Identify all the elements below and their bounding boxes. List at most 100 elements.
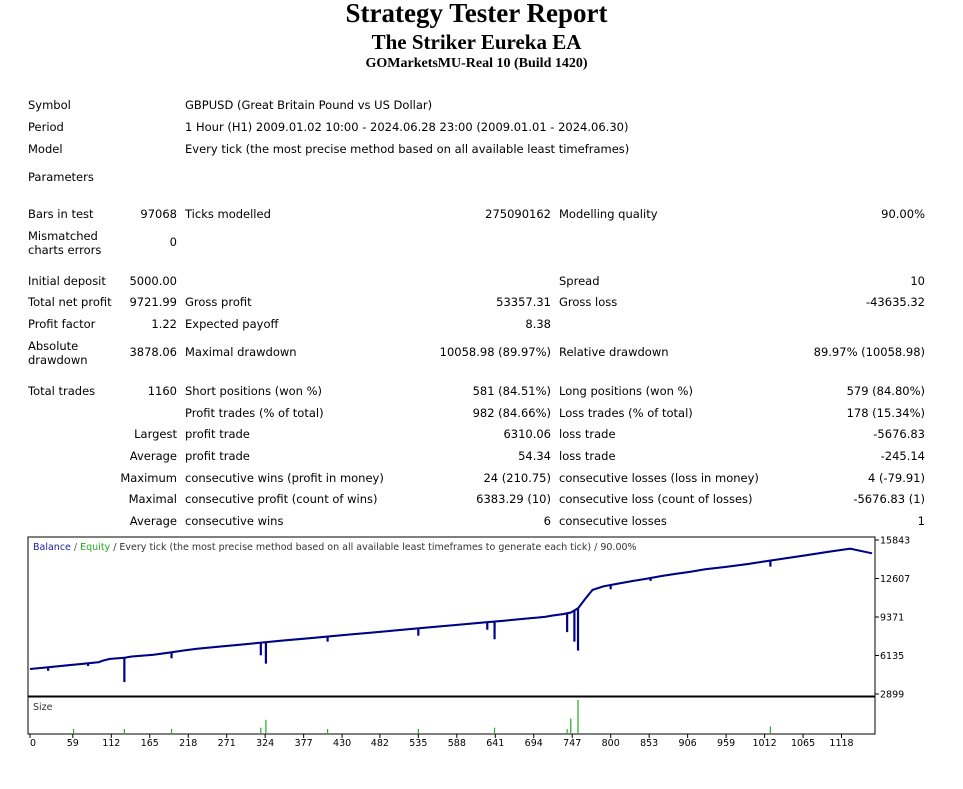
profit-trades-label: Profit trades (% of total)	[185, 406, 324, 420]
absolute-drawdown-value: 3878.06	[129, 345, 177, 359]
balance-line	[29, 547, 873, 670]
x-tick-label: 324	[256, 738, 274, 749]
ea-name: The Striker Eureka EA	[371, 30, 582, 54]
short-positions-value: 581 (84.51%)	[472, 384, 551, 398]
bars-label: Bars in test	[28, 207, 94, 221]
max-consecutive-losses-label: consecutive losses (loss in money)	[559, 471, 759, 485]
maximum-label: Maximum	[120, 471, 177, 485]
size-chart-frame	[27, 696, 876, 735]
x-tick-label: 959	[717, 738, 735, 749]
mismatch-label: Mismatched charts errors	[28, 229, 102, 257]
largest-loss-value: -5676.83	[873, 427, 925, 441]
x-tick-label: 59	[67, 738, 79, 749]
relative-drawdown-value: 89.97% (10058.98)	[813, 345, 925, 359]
initial-deposit-value: 5000.00	[129, 274, 177, 288]
period-value: 1 Hour (H1) 2009.01.02 10:00 - 2024.06.2…	[185, 120, 629, 134]
loss-trades-value: 178 (15.34%)	[846, 406, 925, 420]
y-tick-label: 15843	[880, 536, 910, 547]
largest-profit-label: profit trade	[185, 427, 250, 441]
initial-deposit-label: Initial deposit	[28, 274, 106, 288]
average-loss-value: -245.14	[880, 449, 925, 463]
x-tick-label: 430	[333, 738, 351, 749]
long-positions-label: Long positions (won %)	[559, 384, 693, 398]
x-tick-label: 1118	[829, 738, 853, 749]
x-tick-label: 482	[371, 738, 389, 749]
expected-payoff-value: 8.38	[525, 317, 551, 331]
y-tick-label: 9371	[880, 613, 904, 624]
symbol-value: GBPUSD (Great Britain Pound vs US Dollar…	[185, 98, 433, 112]
legend-balance: Balance	[33, 542, 71, 553]
profit-factor-value: 1.22	[151, 317, 177, 331]
x-tick-label: 906	[679, 738, 697, 749]
x-tick-label: 165	[141, 738, 159, 749]
x-tick-label: 694	[525, 738, 543, 749]
total-trades-label: Total trades	[28, 384, 96, 398]
mismatch-value: 0	[169, 235, 177, 249]
average-profit-value: 54.34	[518, 449, 551, 463]
net-profit-label: Total net profit	[28, 295, 112, 309]
max-consecutive-wins-value: 24 (210.75)	[483, 471, 551, 485]
expected-payoff-label: Expected payoff	[185, 317, 279, 331]
average-consecutive-losses-value: 1	[917, 514, 925, 528]
maximal-drawdown-value: 10058.98 (89.97%)	[439, 345, 551, 359]
x-tick-label: 218	[179, 738, 197, 749]
total-trades-value: 1160	[147, 384, 177, 398]
maximal-drawdown-label: Maximal drawdown	[185, 345, 297, 359]
x-tick-label: 800	[602, 738, 620, 749]
x-tick-label: 271	[218, 738, 236, 749]
x-tick-label: 0	[30, 738, 36, 749]
x-tick-label: 112	[102, 738, 120, 749]
x-tick-label: 1065	[791, 738, 815, 749]
maximal-consecutive-loss-value: -5676.83 (1)	[853, 492, 925, 506]
legend-equity: Equity	[80, 542, 110, 553]
average-consecutive-wins-value: 6	[543, 514, 551, 528]
parameters-label: Parameters	[28, 170, 94, 184]
account-info: GOMarketsMU-Real 10 (Build 1420)	[365, 56, 588, 71]
maximal-label: Maximal	[128, 492, 177, 506]
legend-description: / Every tick (the most precise method ba…	[110, 542, 636, 553]
symbol-label: Symbol	[28, 98, 71, 112]
y-tick-label: 6135	[880, 651, 904, 662]
largest-label: Largest	[134, 427, 177, 441]
main-chart-frame	[27, 536, 876, 697]
ticks-label: Ticks modelled	[185, 207, 271, 221]
x-tick-label: 641	[486, 738, 504, 749]
report-title: Strategy Tester Report	[345, 0, 608, 28]
average-profit-label: profit trade	[185, 449, 250, 463]
average-label: Average	[129, 449, 177, 463]
x-tick-label: 377	[295, 738, 313, 749]
modelling-quality-label: Modelling quality	[559, 207, 658, 221]
x-tick-label: 1012	[752, 738, 776, 749]
max-consecutive-losses-value: 4 (-79.91)	[867, 471, 925, 485]
x-tick-label: 588	[448, 738, 466, 749]
modelling-quality-value: 90.00%	[881, 207, 925, 221]
y-tick-label: 2899	[880, 690, 904, 701]
average-consecutive-wins-label: consecutive wins	[185, 514, 284, 528]
legend-separator: /	[71, 542, 80, 553]
x-tick-label: 535	[409, 738, 427, 749]
x-tick-label: 853	[640, 738, 658, 749]
spread-value: 10	[910, 274, 925, 288]
maximal-consecutive-profit-value: 6383.29 (10)	[476, 492, 551, 506]
spread-label: Spread	[559, 274, 600, 288]
average-loss-label: loss trade	[559, 449, 616, 463]
net-profit-value: 9721.99	[129, 295, 177, 309]
model-value: Every tick (the most precise method base…	[185, 142, 630, 156]
bars-value: 97068	[140, 207, 177, 221]
long-positions-value: 579 (84.80%)	[846, 384, 925, 398]
relative-drawdown-label: Relative drawdown	[559, 345, 669, 359]
max-consecutive-wins-label: consecutive wins (profit in money)	[185, 471, 384, 485]
largest-loss-label: loss trade	[559, 427, 616, 441]
loss-trades-label: Loss trades (% of total)	[559, 406, 693, 420]
gross-loss-label: Gross loss	[559, 295, 618, 309]
average-consecutive-losses-label: consecutive losses	[559, 514, 667, 528]
largest-profit-value: 6310.06	[503, 427, 551, 441]
y-tick-label: 12607	[880, 574, 910, 585]
profit-factor-label: Profit factor	[28, 317, 96, 331]
profit-trades-value: 982 (84.66%)	[472, 406, 551, 420]
gross-loss-value: -43635.32	[865, 295, 925, 309]
gross-profit-label: Gross profit	[185, 295, 252, 309]
x-tick-label: 747	[563, 738, 581, 749]
short-positions-label: Short positions (won %)	[185, 384, 323, 398]
